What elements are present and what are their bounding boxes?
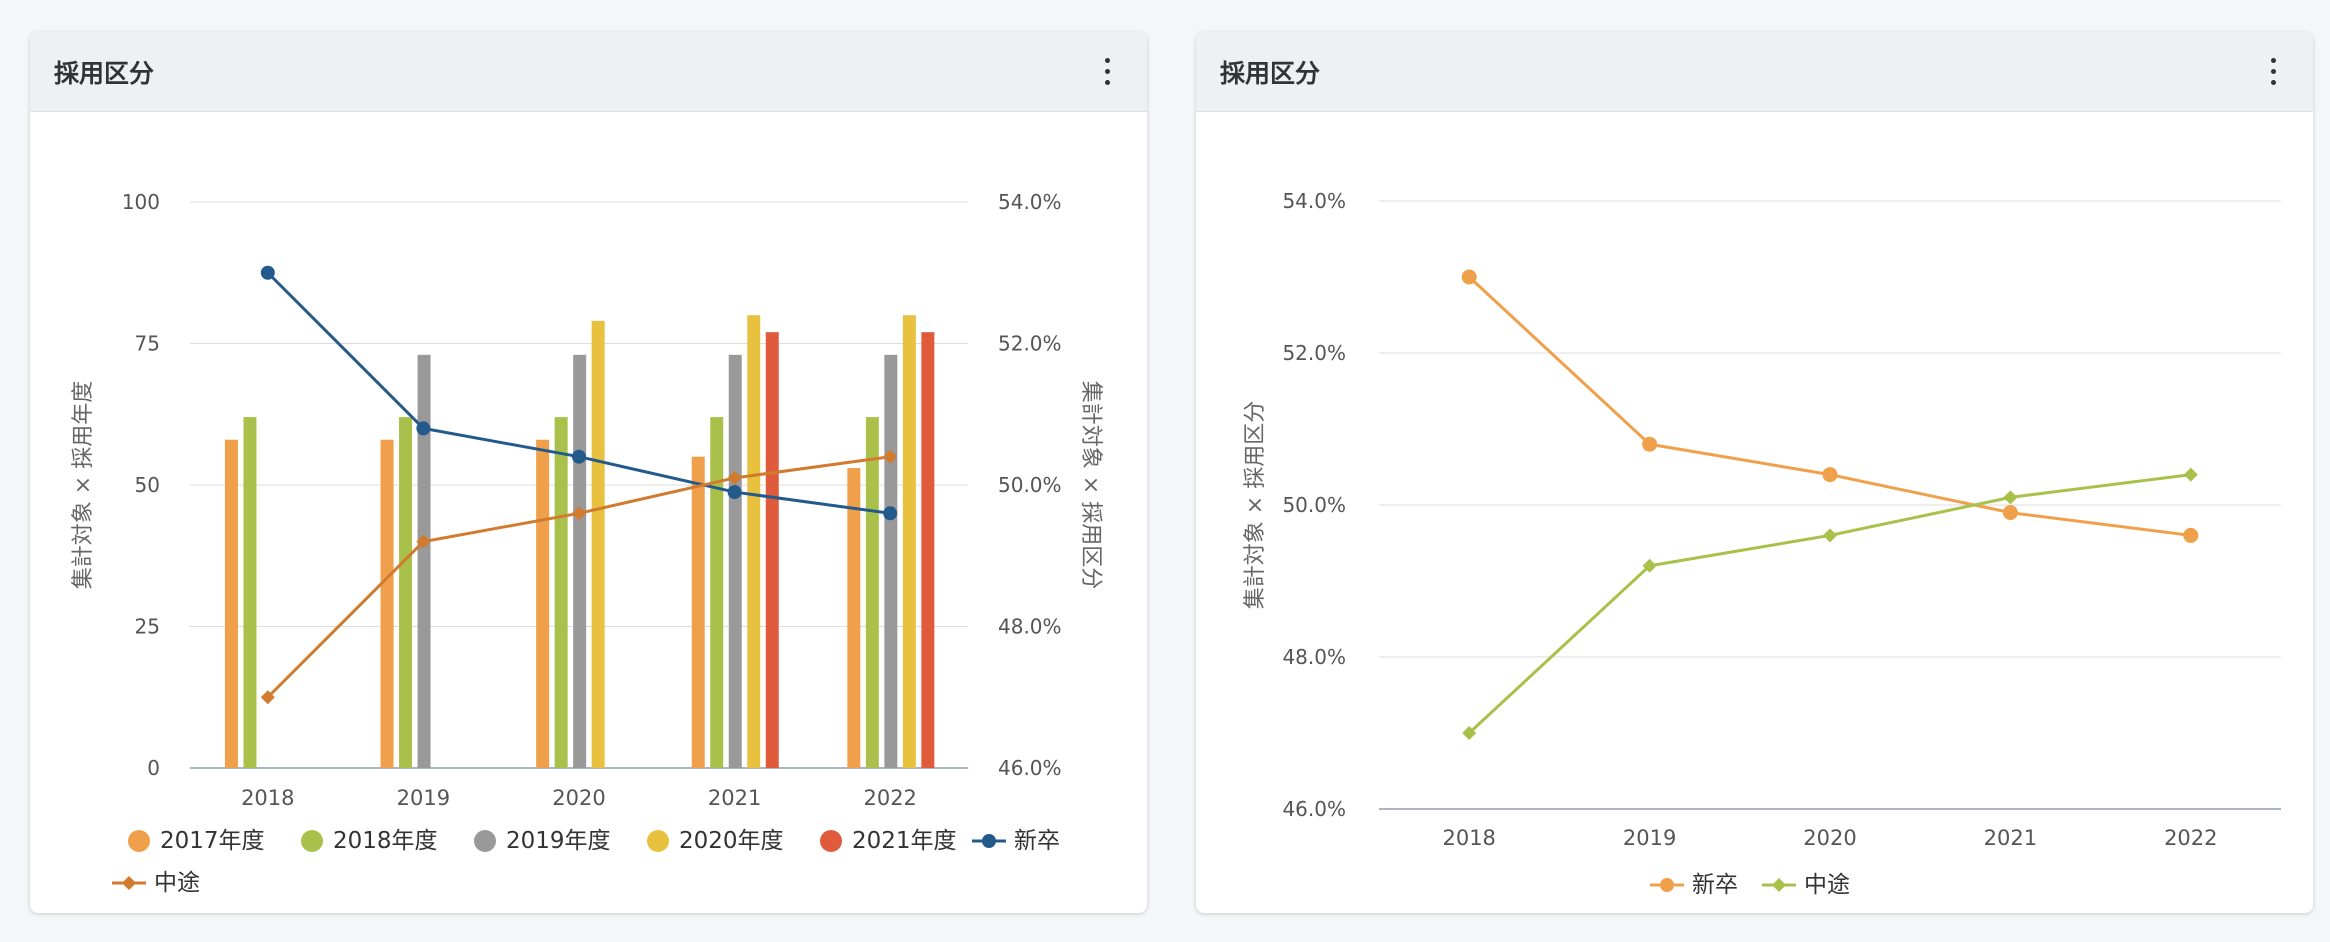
x-tick-label: 2022 (863, 786, 916, 810)
legend-label: 新卒 (1692, 872, 1738, 898)
legend-swatch-marker-新卒 (982, 834, 996, 848)
y-axis-label: 集計対象 × 採用区分 (1243, 401, 1268, 609)
more-options-icon[interactable] (2257, 50, 2289, 94)
chart-card-right: 採用区分 46.0% 48.0% 50.0% 52.0% 54.0% 2018 2019 20… (1196, 32, 2313, 913)
point-中途-2019 (1642, 558, 1657, 573)
x-tick-label: 2021 (708, 786, 761, 810)
point-中途-2021 (727, 470, 742, 485)
chart-card-left: 採用区分 0 25 50 75 100 46.0% 48.0% 50.0% 52.0% 54.0%… (30, 32, 1147, 913)
legend-swatch-marker-中途 (1772, 878, 1786, 892)
legend-swatch-2017年度 (128, 830, 150, 852)
legend-label: 2018年度 (333, 828, 438, 854)
y-left-tick-label: 100 (122, 190, 160, 214)
combo-bar-line-chart: 0 25 50 75 100 46.0% 48.0% 50.0% 52.0% 54.0% 2018 2… (71, 190, 1103, 896)
bar-2017年度-2019 (380, 439, 394, 768)
legend-swatch-2021年度 (820, 830, 842, 852)
y-tick-label: 54.0% (1282, 189, 1346, 213)
point-新卒-2021 (2002, 505, 2018, 521)
bar-2018年度-2021 (710, 417, 724, 768)
x-tick-label: 2020 (1803, 826, 1856, 850)
point-新卒-2021 (727, 485, 742, 500)
y-tick-label: 48.0% (1282, 645, 1346, 669)
y-right-axis-label: 集計対象 × 採用区分 (1078, 381, 1103, 589)
card-header: 採用区分 (1196, 32, 2313, 112)
y-right-tick-label: 50.0% (998, 473, 1062, 497)
x-tick-label: 2018 (241, 786, 294, 810)
bar-2017年度-2018 (224, 439, 238, 768)
bar-2019年度-2020 (573, 354, 587, 768)
legend-swatch-2020年度 (647, 830, 669, 852)
card-title: 採用区分 (1220, 58, 1321, 88)
y-tick-label: 52.0% (1282, 341, 1346, 365)
legend-label: 2017年度 (160, 828, 265, 854)
x-tick-label: 2018 (1442, 826, 1495, 850)
bar-2018年度-2019 (399, 417, 413, 768)
y-left-tick-label: 50 (135, 473, 160, 497)
x-tick-label: 2021 (1984, 826, 2037, 850)
legend-swatch-marker-中途 (122, 876, 136, 890)
x-tick-label: 2022 (2164, 826, 2217, 850)
bar-2017年度-2022 (847, 468, 861, 768)
legend-label: 中途 (154, 870, 200, 896)
bar-2019年度-2019 (417, 354, 431, 768)
x-tick-label: 2019 (1623, 826, 1676, 850)
point-中途-2021 (2003, 490, 2018, 505)
y-left-tick-label: 25 (135, 615, 160, 639)
y-tick-label: 46.0% (1282, 797, 1346, 821)
legend-label: 新卒 (1014, 828, 1060, 854)
y-tick-label: 50.0% (1282, 493, 1346, 517)
legend-swatch-marker-新卒 (1660, 878, 1674, 892)
y-left-tick-label: 75 (135, 332, 160, 356)
y-right-tick-label: 46.0% (998, 756, 1062, 780)
point-中途-2019 (416, 534, 431, 549)
point-中途-2020 (572, 506, 586, 521)
point-新卒-2019 (416, 421, 431, 436)
y-left-axis-label: 集計対象 × 採用年度 (71, 381, 96, 589)
line-series-中途 (1468, 473, 2191, 735)
card-title: 採用区分 (54, 58, 155, 88)
point-中途-2022 (2183, 467, 2198, 482)
legend-label: 2019年度 (506, 828, 611, 854)
legend-label: 2021年度 (852, 828, 957, 854)
x-tick-label: 2019 (397, 786, 450, 810)
more-options-icon[interactable] (1091, 50, 1123, 94)
card-header: 採用区分 (30, 32, 1147, 112)
y-right-tick-label: 48.0% (998, 615, 1062, 639)
point-新卒-2019 (1642, 436, 1658, 452)
bar-2017年度-2020 (536, 439, 550, 768)
line-series-新卒 (1468, 275, 2191, 537)
bar-2018年度-2022 (865, 417, 879, 768)
legend-swatch-2018年度 (301, 830, 323, 852)
bar-2018年度-2020 (554, 417, 568, 768)
point-新卒-2020 (572, 449, 586, 464)
legend-label: 2020年度 (679, 828, 784, 854)
point-新卒-2018 (1461, 269, 1477, 285)
bar-2020年度-2022 (902, 315, 916, 768)
bar-2021年度-2021 (765, 332, 779, 768)
point-中途-2022 (883, 449, 898, 464)
legend-label: 中途 (1804, 872, 1850, 898)
bar-2018年度-2018 (243, 417, 257, 768)
point-新卒-2022 (2183, 527, 2199, 543)
point-新卒-2020 (1822, 467, 1838, 483)
bar-2020年度-2021 (747, 315, 761, 768)
point-中途-2018 (1462, 726, 1477, 740)
y-right-tick-label: 52.0% (998, 332, 1062, 356)
legend-swatch-2019年度 (474, 830, 496, 852)
bar-2021年度-2022 (921, 332, 935, 768)
point-中途-2020 (1823, 528, 1837, 543)
point-新卒-2018 (260, 265, 275, 280)
bar-2020年度-2020 (591, 320, 605, 768)
x-tick-label: 2020 (552, 786, 605, 810)
y-right-tick-label: 54.0% (998, 190, 1062, 214)
bar-2017年度-2021 (691, 456, 705, 768)
bar-2019年度-2021 (728, 354, 742, 768)
point-新卒-2022 (883, 506, 898, 521)
bar-2019年度-2022 (884, 354, 898, 768)
y-left-tick-label: 0 (147, 756, 160, 780)
line-chart: 46.0% 48.0% 50.0% 52.0% 54.0% 2018 2019 2020 202… (1243, 189, 2281, 898)
point-中途-2018 (260, 690, 275, 705)
